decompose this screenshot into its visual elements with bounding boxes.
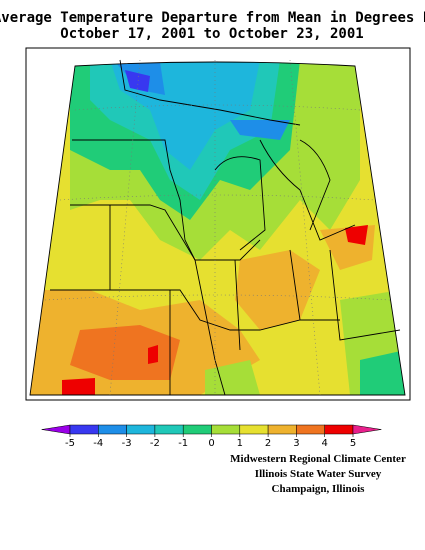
colorbar-label: 1 [237, 438, 243, 449]
graticule [44, 59, 391, 396]
colorbar-bin [154, 424, 184, 435]
colorbar-bin [267, 424, 297, 435]
colorbar-label: -4 [93, 438, 103, 449]
colorbar-label: 2 [265, 438, 271, 449]
colorbar: -5 -4 -3 -2 -1 0 1 2 3 4 5 [41, 424, 382, 449]
colorbar-bin [296, 424, 325, 435]
credit-line: Champaign, Illinois [272, 483, 366, 495]
colorbar-arrow [352, 424, 382, 435]
colorbar-bin [126, 424, 156, 435]
credit-line: Illinois State Water Survey [255, 468, 382, 480]
colorbar-bin [211, 424, 241, 435]
colorbar-label: 0 [208, 438, 214, 449]
colorbar-bin [98, 424, 127, 435]
colorbar-label: -1 [178, 438, 188, 449]
colorbar-bin [324, 424, 354, 435]
colorbar-bin [182, 424, 212, 435]
colorbar-label: -2 [150, 438, 160, 449]
colorbar-label: 3 [293, 438, 299, 449]
colorbar-bin [239, 424, 269, 435]
colorbar-arrow [41, 424, 71, 435]
temperature-field [30, 62, 405, 395]
colorbar-bin [69, 424, 99, 435]
colorbar-label: -5 [65, 438, 75, 449]
subtitle: October 17, 2001 to October 23, 2001 [60, 26, 363, 42]
colorbar-label: 5 [350, 438, 356, 449]
colorbar-label: -3 [122, 438, 132, 449]
credit-line: Midwestern Regional Climate Center [230, 453, 406, 465]
colorbar-label: 4 [322, 438, 328, 449]
title: Average Temperature Departure from Mean … [0, 10, 425, 26]
